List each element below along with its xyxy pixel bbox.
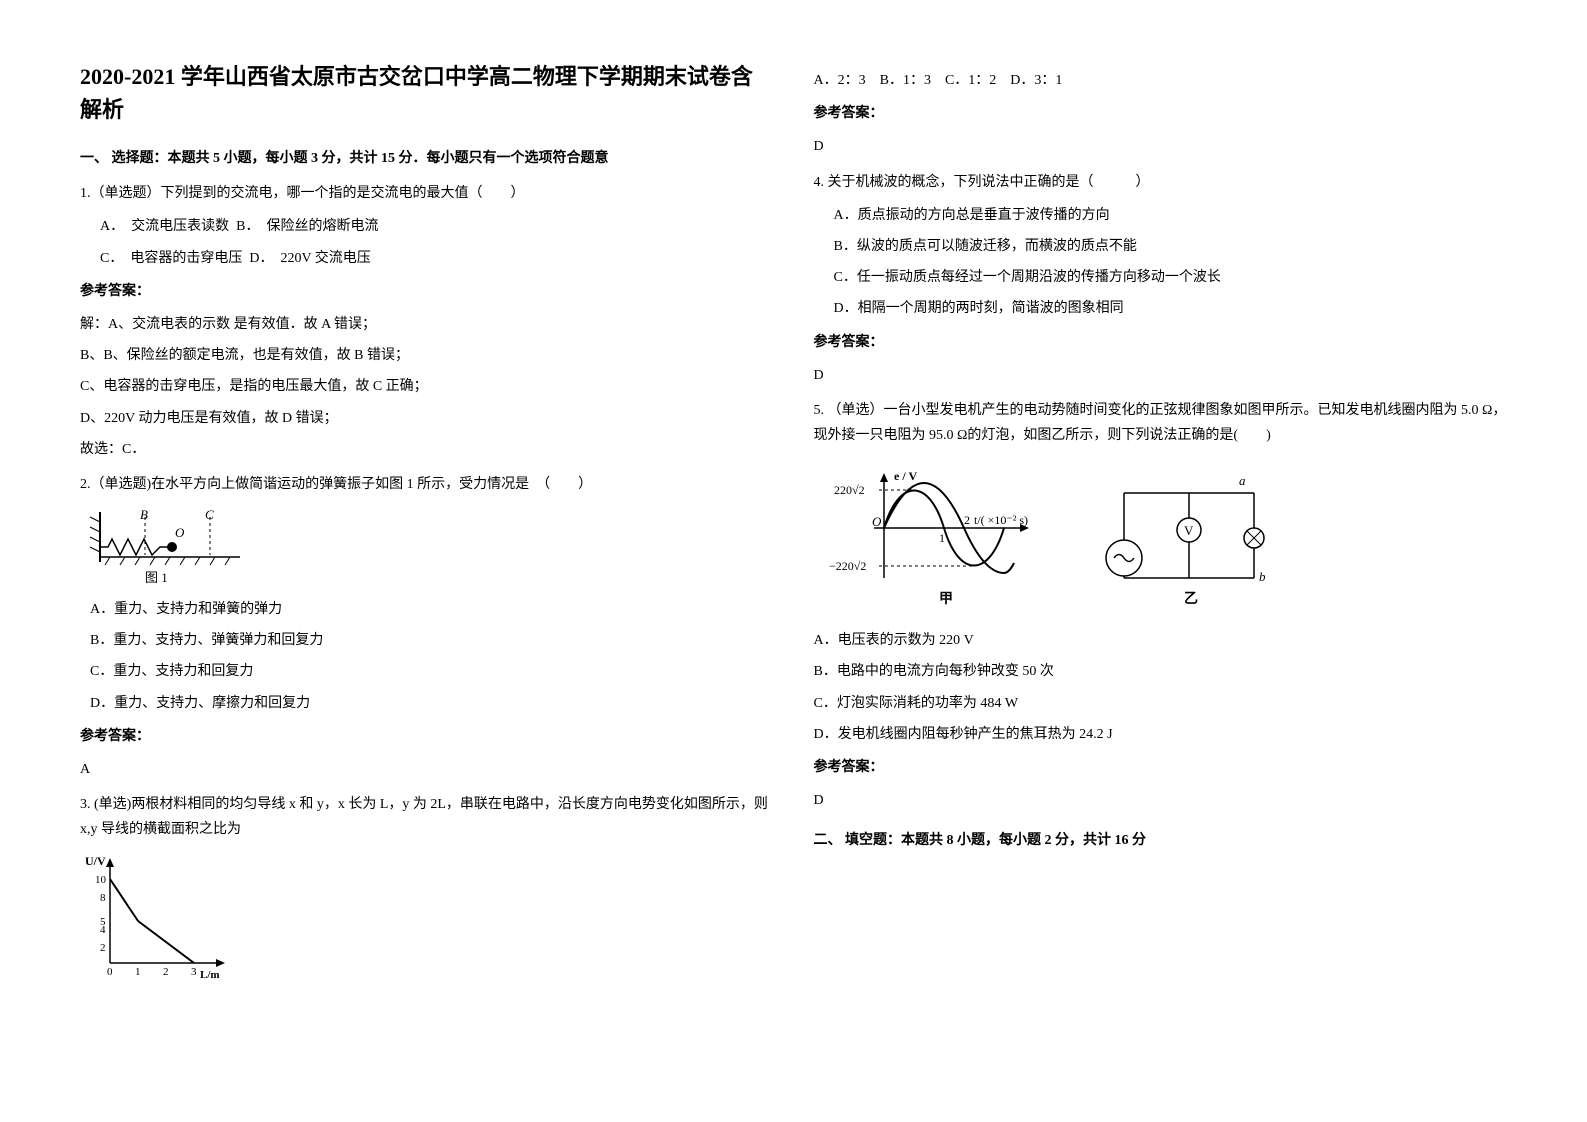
svg-text:1: 1 xyxy=(135,966,141,978)
question-1: 1.（单选题）下列提到的交流电，哪一个指的是交流电的最大值（ ） A． 交流电压… xyxy=(80,181,774,462)
q1-text: 1.（单选题）下列提到的交流电，哪一个指的是交流电的最大值（ ） xyxy=(80,181,774,206)
q5-answer-label: 参考答案： xyxy=(814,755,1508,780)
q1-option-a: A． 交流电压表读数 B． 保险丝的熔断电流 xyxy=(100,214,774,239)
q2-option-d: D．重力、支持力、摩擦力和回复力 xyxy=(90,691,774,716)
q5-answer: D xyxy=(814,788,1508,813)
q1-ans2: B、B、保险丝的额定电流，也是有效值，故 B 错误； xyxy=(80,343,774,368)
svg-text:4: 4 xyxy=(100,924,106,936)
svg-text:3: 3 xyxy=(191,966,197,978)
q1-ans3: C、电容器的击穿电压，是指的电压最大值，故 C 正确； xyxy=(80,374,774,399)
svg-text:2: 2 xyxy=(163,966,169,978)
svg-text:−220√2: −220√2 xyxy=(829,559,866,573)
svg-text:O: O xyxy=(872,514,882,529)
svg-text:U/V: U/V xyxy=(85,854,106,868)
q3-answer: D xyxy=(814,134,1508,159)
svg-text:a: a xyxy=(1239,473,1246,488)
q4-option-c: C．任一振动质点每经过一个周期沿波的传播方向移动一个波长 xyxy=(834,265,1508,290)
q2-option-a: A．重力、支持力和弹簧的弹力 xyxy=(90,597,774,622)
q1-ans1: 解：A、交流电表的示数 是有效值．故 A 错误； xyxy=(80,312,774,337)
svg-text:甲: 甲 xyxy=(939,591,953,607)
q3-options: A．2：3 B．1：3 C．1：2 D．3：1 xyxy=(814,68,1508,93)
question-3: 3. (单选)两根材料相同的均匀导线 x 和 y，x 长为 L，y 为 2L，串… xyxy=(80,792,774,982)
q2-option-c: C．重力、支持力和回复力 xyxy=(90,659,774,684)
svg-text:B: B xyxy=(140,507,148,522)
q4-option-a: A．质点振动的方向总是垂直于波传播的方向 xyxy=(834,203,1508,228)
section2-header: 二、 填空题：本题共 8 小题，每小题 2 分，共计 16 分 xyxy=(814,828,1508,853)
q4-text: 4. 关于机械波的概念，下列说法中正确的是（ ） xyxy=(814,170,1508,195)
question-5: 5. （单选）一台小型发电机产生的电动势随时间变化的正弦规律图象如图甲所示。已知… xyxy=(814,398,1508,814)
svg-text:1: 1 xyxy=(939,531,945,545)
q4-answer-label: 参考答案： xyxy=(814,330,1508,355)
spring-diagram: B O C 图 1 xyxy=(80,507,250,587)
svg-text:e / V: e / V xyxy=(894,469,917,483)
q4-option-d: D．相隔一个周期的两时刻，简谐波的图象相同 xyxy=(834,296,1508,321)
q1-ans5: 故选：C． xyxy=(80,437,774,462)
q3-answer-label: 参考答案： xyxy=(814,101,1508,126)
svg-text:C: C xyxy=(205,507,214,522)
q3-figure: U/V 10 8 5 4 2 0 1 2 3 L/m xyxy=(80,853,774,983)
svg-text:8: 8 xyxy=(100,892,106,904)
q2-answer: A xyxy=(80,757,774,782)
q4-answer: D xyxy=(814,363,1508,388)
q5-option-d: D．发电机线圈内阻每秒钟产生的焦耳热为 24.2 J xyxy=(814,722,1508,747)
svg-text:V: V xyxy=(1184,523,1194,538)
q2-answer-label: 参考答案： xyxy=(80,724,774,749)
q5-figure: e / V 220√2 O −220√2 1 2 xyxy=(814,458,1508,618)
question-2: 2.（单选题)在水平方向上做简谐运动的弹簧振子如图 1 所示，受力情况是 （ ） xyxy=(80,472,774,782)
q5-option-c: C．灯泡实际消耗的功率为 484 W xyxy=(814,691,1508,716)
svg-text:220√2: 220√2 xyxy=(834,483,865,497)
sine-circuit-diagram: e / V 220√2 O −220√2 1 2 xyxy=(814,458,1294,618)
svg-text:L/m: L/m xyxy=(200,969,220,981)
svg-text:乙: 乙 xyxy=(1184,591,1198,607)
q2-text: 2.（单选题)在水平方向上做简谐运动的弹簧振子如图 1 所示，受力情况是 （ ） xyxy=(80,472,774,497)
svg-text:O: O xyxy=(175,525,185,540)
q1-answer-label: 参考答案： xyxy=(80,279,774,304)
section1-header: 一、 选择题：本题共 5 小题，每小题 3 分，共计 15 分．每小题只有一个选… xyxy=(80,146,774,171)
page-title: 2020-2021 学年山西省太原市古交岔口中学高二物理下学期期末试卷含解析 xyxy=(80,60,774,126)
q5-text: 5. （单选）一台小型发电机产生的电动势随时间变化的正弦规律图象如图甲所示。已知… xyxy=(814,398,1508,448)
q5-option-a: A．电压表的示数为 220 V xyxy=(814,628,1508,653)
svg-text:10: 10 xyxy=(95,874,107,886)
q2-option-b: B．重力、支持力、弹簧弹力和回复力 xyxy=(90,628,774,653)
q4-option-b: B．纵波的质点可以随波迁移，而横波的质点不能 xyxy=(834,234,1508,259)
svg-text:图 1: 图 1 xyxy=(145,570,168,585)
svg-text:2: 2 xyxy=(964,513,970,527)
q1-ans4: D、220V 动力电压是有效值，故 D 错误； xyxy=(80,406,774,431)
svg-text:t/( ×10⁻² s): t/( ×10⁻² s) xyxy=(974,513,1028,527)
q2-figure: B O C 图 1 xyxy=(80,507,774,587)
q3-text: 3. (单选)两根材料相同的均匀导线 x 和 y，x 长为 L，y 为 2L，串… xyxy=(80,792,774,842)
q1-option-c: C． 电容器的击穿电压 D． 220V 交流电压 xyxy=(100,246,774,271)
svg-text:2: 2 xyxy=(100,942,106,954)
uv-graph: U/V 10 8 5 4 2 0 1 2 3 L/m xyxy=(80,853,230,983)
question-4: 4. 关于机械波的概念，下列说法中正确的是（ ） A．质点振动的方向总是垂直于波… xyxy=(814,170,1508,388)
svg-text:b: b xyxy=(1259,569,1266,584)
q5-option-b: B．电路中的电流方向每秒钟改变 50 次 xyxy=(814,659,1508,684)
svg-text:0: 0 xyxy=(107,966,113,978)
